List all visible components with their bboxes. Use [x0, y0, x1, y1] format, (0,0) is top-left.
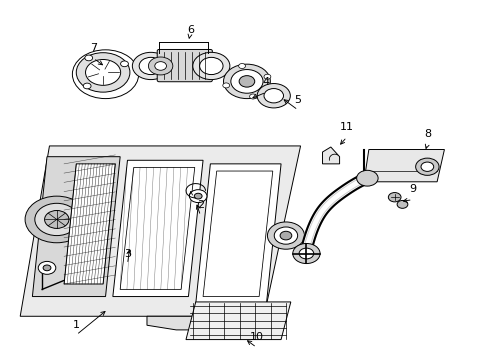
Circle shape [192, 52, 229, 80]
Text: 9: 9 [408, 184, 415, 194]
Text: 2: 2 [197, 201, 204, 211]
Circle shape [238, 63, 245, 68]
FancyBboxPatch shape [157, 49, 212, 82]
Circle shape [121, 61, 128, 67]
Circle shape [25, 196, 88, 243]
Text: 11: 11 [339, 122, 353, 132]
Circle shape [85, 59, 121, 85]
Circle shape [249, 94, 256, 99]
Circle shape [387, 193, 400, 202]
Circle shape [267, 222, 304, 249]
Polygon shape [32, 157, 120, 297]
Circle shape [356, 170, 377, 186]
Text: 8: 8 [423, 129, 430, 139]
Polygon shape [113, 160, 203, 297]
Circle shape [83, 83, 91, 89]
Circle shape [194, 193, 202, 199]
Polygon shape [363, 149, 444, 182]
Circle shape [396, 201, 407, 208]
Polygon shape [120, 167, 194, 289]
Circle shape [420, 162, 433, 171]
Circle shape [299, 248, 313, 259]
Polygon shape [64, 164, 115, 284]
Text: 6: 6 [187, 25, 194, 35]
Circle shape [280, 231, 291, 240]
Circle shape [264, 89, 283, 103]
Circle shape [139, 57, 162, 75]
Text: 5: 5 [294, 95, 301, 105]
Circle shape [292, 243, 320, 264]
Circle shape [223, 83, 229, 88]
Circle shape [189, 190, 206, 203]
Circle shape [199, 57, 223, 75]
Circle shape [223, 64, 270, 99]
Circle shape [85, 55, 92, 61]
Circle shape [274, 227, 297, 244]
Circle shape [155, 62, 166, 70]
Text: 10: 10 [249, 332, 263, 342]
Circle shape [264, 74, 270, 79]
Circle shape [257, 84, 290, 108]
Circle shape [239, 76, 254, 87]
Text: 3: 3 [124, 249, 131, 259]
Polygon shape [185, 302, 290, 339]
Polygon shape [203, 171, 272, 297]
Circle shape [35, 203, 79, 235]
Circle shape [415, 158, 438, 175]
Circle shape [44, 211, 69, 228]
Circle shape [38, 261, 56, 274]
Polygon shape [20, 146, 300, 316]
Polygon shape [322, 147, 339, 164]
Circle shape [76, 53, 130, 92]
Polygon shape [195, 164, 281, 304]
Circle shape [230, 69, 263, 93]
Circle shape [132, 52, 169, 80]
Text: 1: 1 [73, 320, 80, 329]
Polygon shape [147, 316, 234, 330]
Circle shape [148, 57, 172, 75]
Text: 4: 4 [263, 77, 269, 87]
Text: 7: 7 [90, 43, 97, 53]
Circle shape [43, 265, 51, 271]
